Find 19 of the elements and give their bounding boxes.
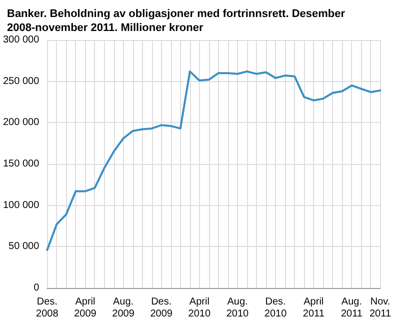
x-tick-label: Aug. 2011 xyxy=(340,296,363,320)
x-tick-label: Des. 2010 xyxy=(264,296,288,320)
y-tick-label: 50 000 xyxy=(8,241,40,252)
x-tick-label: Des. 2009 xyxy=(150,296,173,320)
chart-title: Banker. Beholdning av obligasjoner med fortrinnsrett. Desember 2008-november 2011. Millioner kroner xyxy=(7,8,348,34)
x-tick-label: Aug. 2009 xyxy=(112,296,135,320)
x-tick-label: Des. 2008 xyxy=(36,296,59,320)
line-series xyxy=(46,70,382,251)
x-tick-label: April 2011 xyxy=(302,296,325,320)
y-tick-label: 0 xyxy=(34,282,40,294)
y-tick-label: 100 000 xyxy=(2,200,40,211)
y-tick-label: 150 000 xyxy=(2,158,40,170)
x-tick-label: Aug. 2010 xyxy=(226,296,250,320)
x-tick-label: Nov. 2011 xyxy=(369,296,392,320)
y-tick-label: 300 000 xyxy=(2,34,40,46)
y-tick-label: 250 000 xyxy=(2,76,40,87)
x-tick-label: April 2009 xyxy=(74,296,97,320)
y-tick-label: 200 000 xyxy=(2,117,40,128)
x-tick-label: April 2010 xyxy=(188,296,211,320)
